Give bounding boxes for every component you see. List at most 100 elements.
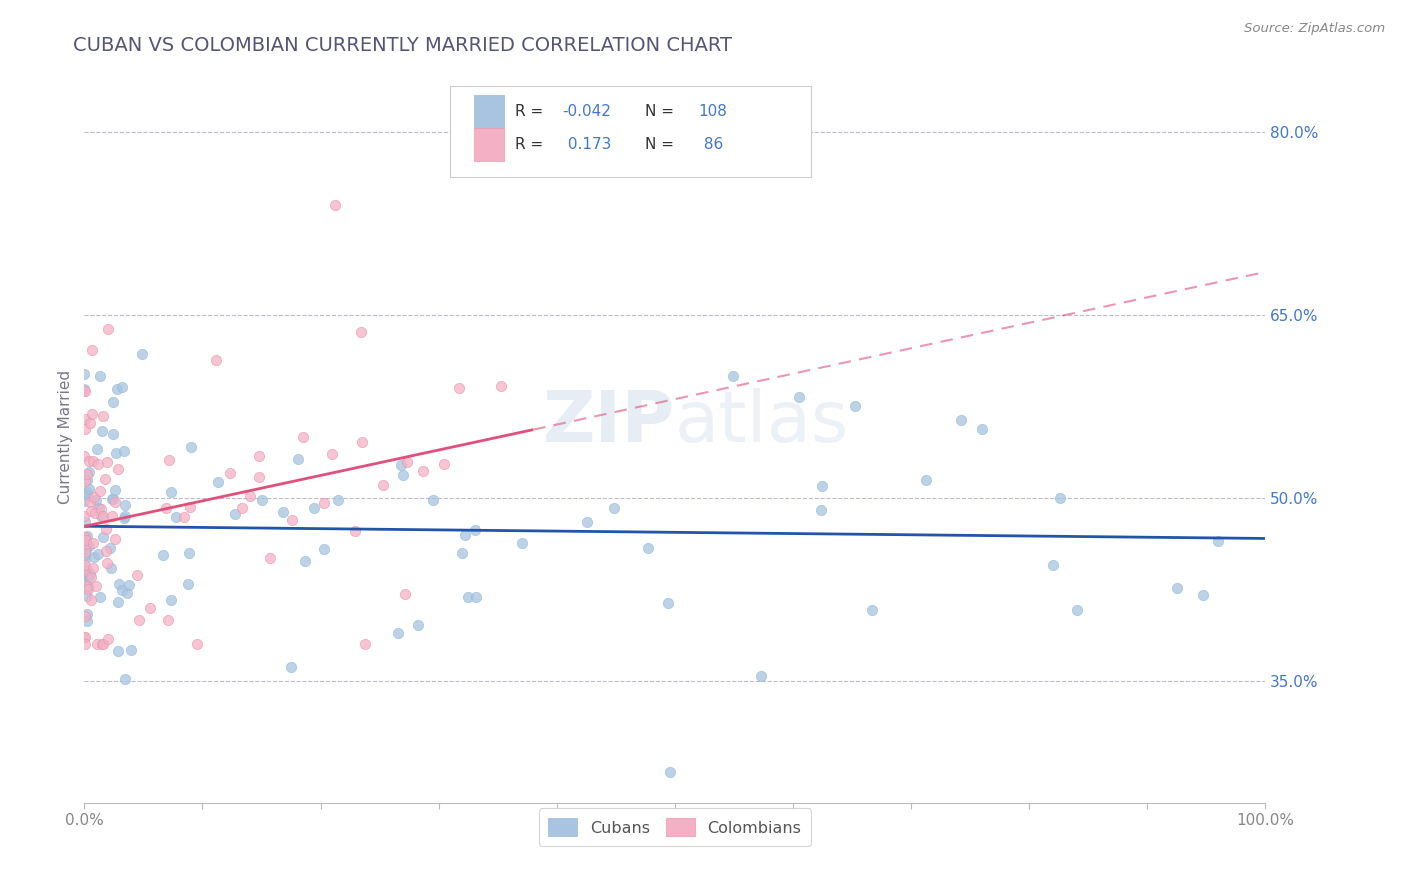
Point — [250, 493, 273, 508]
Point — [447, 381, 470, 395]
Point — [271, 504, 294, 518]
Point — [239, 489, 262, 503]
Point — [602, 500, 624, 515]
Point — [112, 443, 135, 458]
Point — [112, 511, 135, 525]
Point — [73, 609, 96, 624]
Text: -0.042: -0.042 — [562, 104, 612, 120]
Y-axis label: Currently Married: Currently Married — [58, 370, 73, 504]
Point — [352, 435, 374, 450]
Point — [454, 528, 477, 542]
Point — [107, 644, 129, 658]
Point — [457, 591, 479, 605]
Point — [77, 465, 100, 479]
Point — [371, 477, 394, 491]
Point — [73, 530, 96, 544]
Point — [914, 473, 936, 487]
Point — [87, 457, 110, 471]
Text: 108: 108 — [699, 104, 727, 120]
Point — [104, 495, 127, 509]
Point — [75, 637, 97, 651]
Point — [76, 467, 98, 481]
Point — [98, 541, 121, 556]
Point — [218, 466, 240, 480]
Point — [159, 592, 181, 607]
Point — [75, 547, 97, 561]
Point — [844, 399, 866, 413]
Point — [84, 579, 107, 593]
Point — [657, 596, 679, 610]
Point — [160, 485, 183, 500]
Point — [77, 568, 100, 582]
Point — [76, 474, 98, 488]
Point — [96, 556, 118, 570]
Point — [159, 453, 181, 467]
Point — [389, 458, 412, 473]
Point — [73, 515, 96, 529]
Point — [344, 524, 367, 538]
Point — [408, 617, 430, 632]
Point — [91, 424, 114, 438]
Point — [75, 533, 97, 548]
Point — [80, 343, 103, 357]
Text: Source: ZipAtlas.com: Source: ZipAtlas.com — [1244, 22, 1385, 36]
Point — [204, 352, 226, 367]
Point — [89, 500, 111, 515]
Point — [658, 765, 681, 780]
Point — [396, 455, 419, 469]
Point — [86, 442, 108, 456]
Point — [73, 382, 96, 396]
Point — [90, 502, 112, 516]
Point — [105, 446, 128, 460]
Point — [165, 510, 187, 524]
Point — [75, 574, 97, 589]
Point — [73, 474, 96, 488]
Point — [787, 390, 810, 404]
Point — [79, 417, 101, 431]
Point — [73, 631, 96, 645]
Point — [86, 637, 108, 651]
Point — [179, 500, 201, 514]
Point — [111, 582, 134, 597]
Point — [83, 550, 105, 565]
Point — [77, 539, 100, 553]
Point — [950, 413, 973, 427]
Point — [101, 427, 124, 442]
Text: N =: N = — [645, 137, 679, 152]
Point — [224, 507, 246, 521]
Point — [155, 500, 177, 515]
Point — [104, 483, 127, 498]
Point — [76, 607, 98, 621]
Point — [180, 440, 202, 454]
Point — [118, 578, 141, 592]
Point — [131, 347, 153, 361]
Point — [84, 492, 107, 507]
Point — [103, 491, 125, 506]
Point — [73, 493, 96, 508]
Point — [387, 625, 409, 640]
Point — [1166, 581, 1188, 595]
Point — [489, 379, 512, 393]
Point — [73, 564, 96, 578]
Point — [972, 422, 994, 436]
Point — [433, 457, 456, 471]
Point — [281, 513, 304, 527]
Point — [75, 545, 97, 559]
Point — [100, 561, 122, 575]
Point — [104, 532, 127, 546]
Point — [73, 384, 96, 398]
Point — [177, 577, 200, 591]
Point — [79, 495, 101, 509]
Point — [207, 475, 229, 489]
Point — [105, 382, 128, 396]
Point — [394, 587, 416, 601]
Point — [89, 484, 111, 499]
Point — [292, 430, 315, 444]
Point — [810, 502, 832, 516]
Point — [450, 546, 472, 560]
Point — [811, 479, 834, 493]
Point — [231, 500, 253, 515]
Point — [97, 632, 120, 647]
Point — [103, 394, 125, 409]
Point — [1192, 588, 1215, 602]
